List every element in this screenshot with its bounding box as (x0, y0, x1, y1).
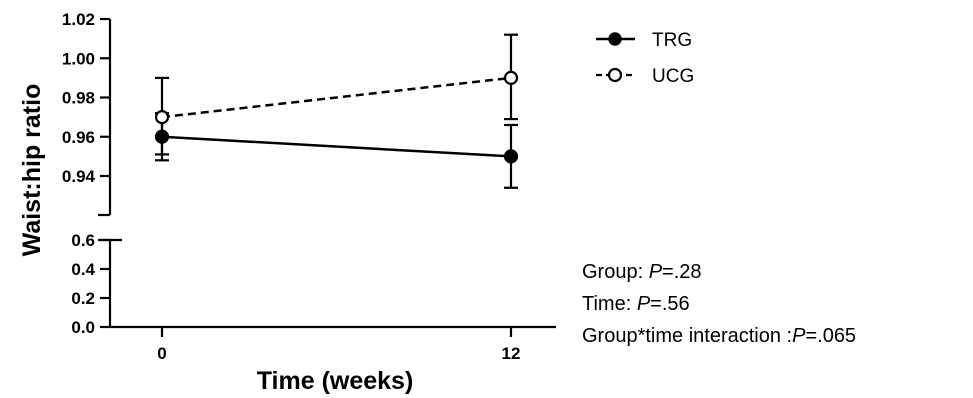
legend-ucg-marker (607, 67, 623, 83)
y-tick-label-lower-2: 0.4 (71, 260, 95, 279)
trg-series-line (161, 135, 512, 158)
legend-ucg-label: UCG (652, 66, 694, 87)
y-axis (98, 19, 122, 327)
legend-trg-marker (608, 32, 622, 46)
statistics-annotations: Group: P=.28 Time: P=.56 Group*time inte… (582, 256, 856, 352)
interaction-p-number: =.065 (805, 325, 857, 347)
legend-trg-label: TRG (652, 30, 692, 51)
group-label: Group: (582, 261, 649, 283)
ucg-point-0 (154, 110, 170, 125)
trg-point-1 (503, 149, 519, 164)
time-p-number: =.56 (650, 293, 690, 315)
x-tick-label-1: 12 (502, 344, 521, 363)
y-tick-label-upper-0: 0.94 (62, 167, 96, 186)
ucg-point-1 (503, 70, 519, 85)
group-p-symbol: P (648, 261, 663, 283)
ucg-series-line (161, 76, 512, 119)
legend-item-ucg: UCG (596, 66, 694, 87)
y-tick-label-upper-1: 0.96 (62, 128, 95, 147)
x-ticks: 0 12 (157, 327, 520, 363)
y-tick-label-lower-0: 0.0 (71, 318, 95, 337)
x-axis-title: Time (weeks) (257, 367, 414, 395)
y-axis-title: Waist:hip ratio (18, 84, 46, 257)
group-p-number: =.28 (662, 261, 702, 283)
y-tick-label-upper-3: 1.00 (62, 49, 95, 68)
y-ticks-upper: 0.94 0.96 0.98 1.00 1.02 (62, 10, 110, 186)
series-layer (154, 33, 519, 189)
y-tick-label-lower-1: 0.2 (71, 289, 95, 308)
x-tick-label-0: 0 (157, 344, 166, 363)
y-tick-label-upper-2: 0.98 (62, 89, 95, 108)
trg-point-0 (154, 129, 170, 144)
time-p-symbol: P (636, 293, 651, 315)
time-label: Time: (582, 293, 637, 315)
legend: TRG UCG (596, 30, 694, 87)
legend-item-trg: TRG (596, 30, 692, 51)
y-tick-label-upper-4: 1.02 (62, 10, 95, 29)
y-tick-label-lower-3: 0.6 (71, 231, 95, 250)
interaction-p-symbol: P (792, 325, 806, 347)
interaction-p-value-line: Group*time interaction :P=.065 (582, 320, 856, 352)
interaction-label: Group*time interaction : (582, 325, 793, 347)
time-p-value-line: Time: P=.56 (582, 288, 856, 320)
y-ticks-lower: 0.0 0.2 0.4 0.6 (71, 231, 110, 337)
group-p-value-line: Group: P=.28 (582, 256, 856, 288)
